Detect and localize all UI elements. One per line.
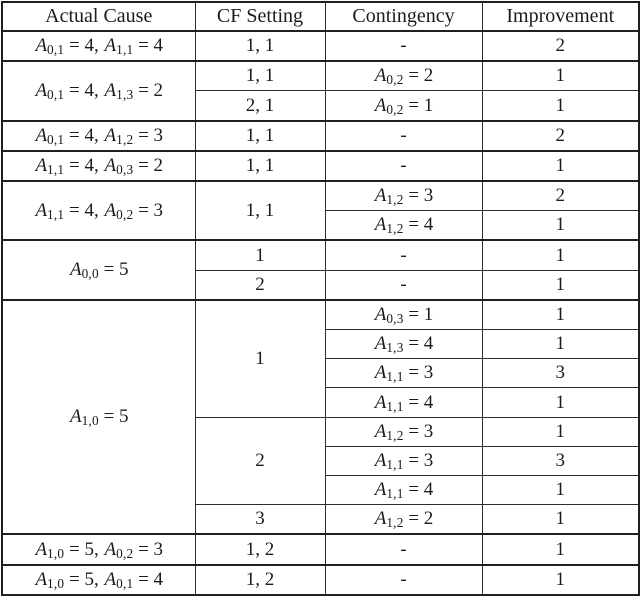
contingency-cell: -: [324, 29, 483, 62]
improvement-cell: 1: [481, 387, 640, 418]
table-row: 3 A1,2 = 2 1: [2, 504, 640, 535]
cause-cell: A0,1 = 4, A1,2 = 3: [1, 119, 196, 152]
contingency-cell: A1,2 = 2: [324, 504, 483, 535]
improvement-cell: 1: [481, 210, 640, 241]
contingency-cell: A1,2 = 3: [324, 416, 483, 447]
table-row: A1,0 = 5, A0,1 = 4 1, 2 - 1: [1, 563, 640, 596]
cause-cell: A0,1 = 4, A1,3 = 2: [1, 60, 196, 122]
contingency-cell: -: [324, 119, 483, 152]
contingency-cell: A1,1 = 4: [324, 475, 483, 506]
contingency-cell: A0,3 = 1: [324, 298, 483, 331]
table-row: A1,0 = 5 1 A0,3 = 1 1: [1, 298, 640, 535]
table-row: 2, 1 A0,2 = 1 1: [2, 90, 640, 122]
improvement-cell: 1: [481, 60, 640, 92]
improvement-cell: 1: [481, 269, 640, 301]
improvement-cell: 1: [481, 90, 640, 122]
table-row: A0,1 = 4, A1,2 = 3 1, 1 - 2: [1, 119, 640, 152]
contingency-cell: A1,1 = 3: [324, 445, 483, 477]
cause-cell: A1,0 = 5: [1, 298, 196, 535]
contingency-cell: A1,2 = 3: [324, 180, 483, 212]
contingency-cell: A1,1 = 4: [324, 387, 483, 418]
cf-setting-cell: 1, 1: [194, 29, 326, 62]
cf-setting-cell: 2: [194, 416, 326, 506]
cause-cell: A0,1 = 4, A1,1 = 4: [1, 29, 196, 62]
table-row: A1,1 = 4, A0,2 = 3 1, 1 A1,2 = 3 2: [1, 180, 640, 241]
cf-setting-cell: 2: [194, 269, 326, 301]
table-row: A1,1 = 4 1: [2, 475, 640, 506]
improvement-cell: 1: [481, 533, 640, 566]
table-row: A1,0 = 5, A0,2 = 3 1, 2 - 1: [1, 533, 640, 566]
table-row: A1,1 = 4 1: [2, 387, 640, 418]
contingency-cell: -: [324, 533, 483, 566]
cf-setting-cell: 1, 2: [194, 533, 326, 566]
table-row: A1,1 = 3 3: [2, 358, 640, 389]
header-contingency: Contingency: [324, 1, 483, 32]
cf-setting-cell: 3: [194, 504, 326, 535]
cf-setting-cell: 1, 2: [194, 563, 326, 596]
contingency-cell: A0,2 = 1: [324, 90, 483, 122]
table-row: A0,1 = 4, A1,1 = 4 1, 1 - 2: [1, 29, 640, 62]
improvement-cell: 1: [481, 298, 640, 331]
contingency-cell: -: [324, 563, 483, 596]
improvement-cell: 3: [481, 445, 640, 477]
cause-cell: A1,1 = 4, A0,2 = 3: [1, 180, 196, 241]
improvement-cell: 1: [481, 475, 640, 506]
improvement-cell: 2: [481, 29, 640, 62]
cause-cell: A0,0 = 5: [1, 239, 196, 301]
table-row: A1,3 = 4 1: [2, 329, 640, 360]
header-improvement: Improvement: [481, 1, 640, 32]
cf-setting-cell: 1, 1: [194, 149, 326, 182]
table-row: A0,1 = 4, A1,3 = 2 1, 1 A0,2 = 2 1: [1, 60, 640, 122]
improvement-cell: 1: [481, 149, 640, 182]
contingency-cell: A0,2 = 2: [324, 60, 483, 92]
table-row: A1,2 = 4 1: [2, 210, 640, 241]
contingency-cell: -: [324, 149, 483, 182]
improvement-cell: 3: [481, 358, 640, 389]
improvement-cell: 1: [481, 416, 640, 447]
improvement-cell: 2: [481, 119, 640, 152]
cf-setting-cell: 1: [194, 239, 326, 271]
cf-setting-cell: 2, 1: [194, 90, 326, 122]
cause-cell: A1,0 = 5, A0,2 = 3: [1, 533, 196, 566]
improvement-cell: 1: [481, 329, 640, 360]
header-cf-setting: CF Setting: [194, 1, 326, 32]
table-row: 2 A1,2 = 3 1: [2, 416, 640, 506]
cf-setting-cell: 1: [194, 298, 326, 418]
contingency-cell: -: [324, 239, 483, 271]
cf-setting-cell: 1, 1: [194, 60, 326, 92]
table-header-row: Actual Cause CF Setting Contingency Impr…: [1, 1, 640, 32]
cf-setting-cell: 1, 1: [194, 119, 326, 152]
table-row: A1,1 = 4, A0,3 = 2 1, 1 - 1: [1, 149, 640, 182]
cause-cell: A1,1 = 4, A0,3 = 2: [1, 149, 196, 182]
cause-cell: A1,0 = 5, A0,1 = 4: [1, 563, 196, 596]
table-row: 2 - 1: [2, 269, 640, 301]
contingency-cell: A1,1 = 3: [324, 358, 483, 389]
contingency-cell: A1,2 = 4: [324, 210, 483, 241]
cf-setting-cell: 1, 1: [194, 180, 326, 241]
improvement-cell: 1: [481, 563, 640, 596]
improvement-cell: 2: [481, 180, 640, 212]
improvement-cell: 1: [481, 239, 640, 271]
table-row: A0,0 = 5 1 - 1: [1, 239, 640, 301]
contingency-cell: -: [324, 269, 483, 301]
contingency-cell: A1,3 = 4: [324, 329, 483, 360]
improvement-cell: 1: [481, 504, 640, 535]
header-actual-cause: Actual Cause: [1, 1, 196, 32]
